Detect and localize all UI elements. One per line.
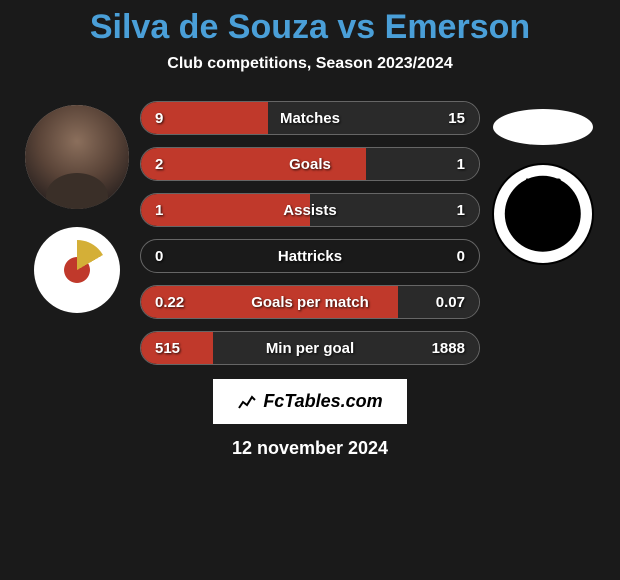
club-left-badge <box>34 227 120 313</box>
player-left-avatar <box>25 105 129 209</box>
stat-label: Min per goal <box>242 340 377 357</box>
left-column <box>22 101 132 313</box>
stat-right-value: 1 <box>378 156 479 173</box>
player-right-avatar <box>493 109 593 145</box>
avatar-placeholder-icon <box>25 105 129 209</box>
stat-left-value: 9 <box>141 110 242 127</box>
stat-row: 9Matches15 <box>140 101 480 135</box>
stat-left-value: 1 <box>141 202 242 219</box>
stat-row: 2Goals1 <box>140 147 480 181</box>
stat-row: 0.22Goals per match0.07 <box>140 285 480 319</box>
stat-label: Assists <box>242 202 377 219</box>
comparison-container: Silva de Souza vs Emerson Club competiti… <box>0 0 620 580</box>
stat-left-value: 2 <box>141 156 242 173</box>
stat-row: 515Min per goal1888 <box>140 331 480 365</box>
stat-left-value: 0 <box>141 248 242 265</box>
page-subtitle: Club competitions, Season 2023/2024 <box>0 55 620 73</box>
right-column <box>488 101 598 265</box>
stat-left-value: 515 <box>141 340 242 357</box>
content-row: 9Matches152Goals11Assists10Hattricks00.2… <box>0 101 620 365</box>
stat-right-value: 0.07 <box>378 294 479 311</box>
stat-label: Hattricks <box>242 248 377 265</box>
date-text: 12 november 2024 <box>232 438 388 459</box>
stat-label: Matches <box>242 110 377 127</box>
club-right-badge <box>492 163 594 265</box>
stat-row: 0Hattricks0 <box>140 239 480 273</box>
footer: FcTables.com 12 november 2024 <box>0 379 620 459</box>
stats-bars: 9Matches152Goals11Assists10Hattricks00.2… <box>140 101 480 365</box>
stat-label: Goals <box>242 156 377 173</box>
stat-right-value: 1 <box>378 202 479 219</box>
stat-left-value: 0.22 <box>141 294 242 311</box>
stat-label: Goals per match <box>242 294 377 311</box>
brand-icon <box>237 394 257 410</box>
stat-right-value: 0 <box>378 248 479 265</box>
stat-right-value: 15 <box>378 110 479 127</box>
brand-box: FcTables.com <box>213 379 406 424</box>
brand-text: FcTables.com <box>263 391 382 412</box>
stat-row: 1Assists1 <box>140 193 480 227</box>
stat-right-value: 1888 <box>378 340 479 357</box>
page-title: Silva de Souza vs Emerson <box>0 8 620 47</box>
